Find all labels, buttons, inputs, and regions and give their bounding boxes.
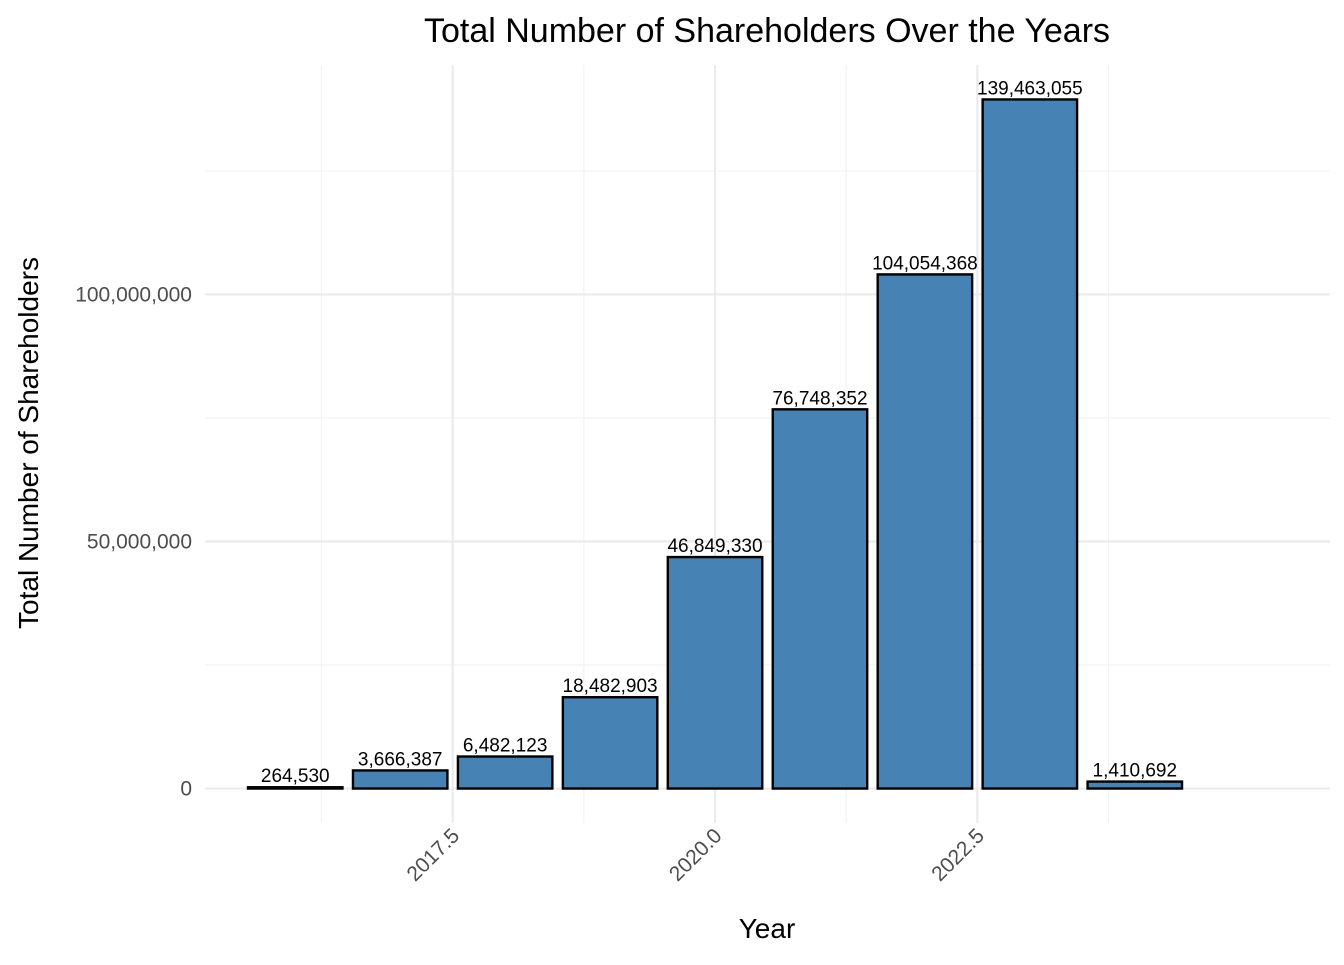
bar-value-label-2018: 6,482,123	[463, 736, 548, 757]
bar-value-label-2022: 104,054,368	[872, 253, 978, 274]
bar-2021	[771, 408, 869, 790]
bar-value-label-2019: 18,482,903	[563, 676, 658, 697]
y-tick-label: 100,000,000	[75, 283, 192, 306]
x-tick-label: 2017.5	[403, 824, 465, 886]
bar-value-label-2016: 264,530	[261, 766, 330, 787]
x-tick-label: 2022.5	[927, 824, 989, 886]
y-tick-label: 50,000,000	[87, 530, 192, 553]
bar-2022	[876, 273, 974, 790]
bar-value-label-2023: 139,463,055	[977, 78, 1083, 99]
y-tick-label: 0	[180, 778, 192, 801]
bar-value-label-2020: 46,849,330	[667, 536, 762, 557]
bar-2019	[561, 696, 659, 790]
bar-value-label-2021: 76,748,352	[772, 388, 867, 409]
bar-value-labels: 264,530 3,666,387 6,482,123 18,482,903 46,84…	[261, 78, 1177, 787]
bar-2017	[351, 769, 449, 790]
bar-value-label-2024: 1,410,692	[1093, 761, 1178, 782]
y-axis-ticks: 0 50,000,000 100,000,000	[75, 283, 192, 800]
y-axis-title: Total Number of Shareholders	[13, 257, 44, 629]
bars	[246, 98, 1184, 790]
x-tick-label: 2020.0	[665, 824, 727, 886]
grid-lines	[205, 65, 1330, 823]
bar-value-label-2017: 3,666,387	[358, 749, 443, 770]
bar-2016	[246, 786, 344, 790]
x-axis-title: Year	[739, 913, 796, 944]
bar-2023	[981, 98, 1079, 790]
bar-2018	[456, 755, 554, 790]
chart-title: Total Number of Shareholders Over the Ye…	[424, 12, 1110, 50]
x-axis-ticks: 2017.5 2020.0 2022.5	[403, 824, 989, 886]
bar-2024	[1086, 780, 1184, 790]
bar-2020	[666, 555, 764, 790]
